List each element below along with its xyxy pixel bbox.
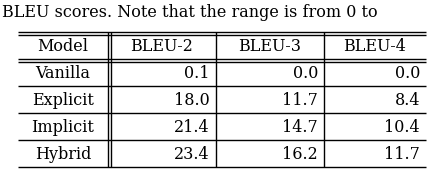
Text: Implicit: Implicit — [32, 119, 95, 136]
Text: BLEU-3: BLEU-3 — [238, 38, 301, 55]
Text: 11.7: 11.7 — [384, 146, 420, 163]
Text: 14.7: 14.7 — [282, 119, 318, 136]
Text: 8.4: 8.4 — [395, 92, 420, 109]
Text: 0.0: 0.0 — [293, 65, 318, 82]
Text: 10.4: 10.4 — [384, 119, 420, 136]
Text: Vanilla: Vanilla — [36, 65, 90, 82]
Text: BLEU-2: BLEU-2 — [131, 38, 193, 55]
Text: 23.4: 23.4 — [174, 146, 210, 163]
Text: 16.2: 16.2 — [282, 146, 318, 163]
Text: 18.0: 18.0 — [174, 92, 210, 109]
Text: BLEU-4: BLEU-4 — [344, 38, 407, 55]
Text: 11.7: 11.7 — [282, 92, 318, 109]
Text: Model: Model — [38, 38, 89, 55]
Text: 0.0: 0.0 — [395, 65, 420, 82]
Text: 21.4: 21.4 — [174, 119, 210, 136]
Text: BLEU scores. Note that the range is from 0 to: BLEU scores. Note that the range is from… — [2, 4, 377, 21]
Text: Explicit: Explicit — [32, 92, 94, 109]
Text: Hybrid: Hybrid — [35, 146, 91, 163]
Text: 0.1: 0.1 — [184, 65, 210, 82]
